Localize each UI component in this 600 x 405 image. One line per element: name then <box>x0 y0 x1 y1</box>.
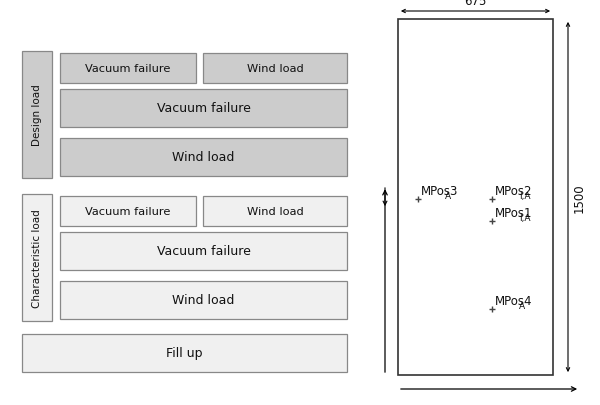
Bar <box>22 194 52 321</box>
Bar <box>203 54 347 84</box>
Text: Wind load: Wind load <box>172 294 235 307</box>
Text: Fill up: Fill up <box>166 347 203 360</box>
Bar <box>203 196 347 226</box>
Text: A: A <box>519 301 525 310</box>
Text: Design load: Design load <box>32 84 42 146</box>
Text: 1500: 1500 <box>573 183 586 212</box>
Bar <box>60 139 347 177</box>
Text: Characteristic load: Characteristic load <box>32 209 42 307</box>
Text: MPos4: MPos4 <box>495 294 533 307</box>
Text: Wind load: Wind load <box>172 151 235 164</box>
Bar <box>398 20 553 375</box>
Bar <box>22 334 347 372</box>
Text: A: A <box>445 192 451 200</box>
Text: Vacuum failure: Vacuum failure <box>157 102 250 115</box>
Text: 675: 675 <box>464 0 487 8</box>
Text: Vacuum failure: Vacuum failure <box>85 207 170 216</box>
Bar <box>60 196 196 226</box>
Text: MPos2: MPos2 <box>495 185 533 198</box>
Text: Vacuum failure: Vacuum failure <box>157 245 250 258</box>
Text: MPos3: MPos3 <box>421 185 458 198</box>
Bar <box>60 281 347 319</box>
Text: Wind load: Wind load <box>247 64 304 74</box>
Text: Vacuum failure: Vacuum failure <box>85 64 170 74</box>
Bar <box>60 232 347 270</box>
Bar <box>22 52 52 179</box>
Bar <box>60 90 347 128</box>
Text: I,A: I,A <box>519 192 530 200</box>
Text: Wind load: Wind load <box>247 207 304 216</box>
Text: MPos1: MPos1 <box>495 207 533 220</box>
Bar <box>60 54 196 84</box>
Text: I,A: I,A <box>519 213 530 222</box>
